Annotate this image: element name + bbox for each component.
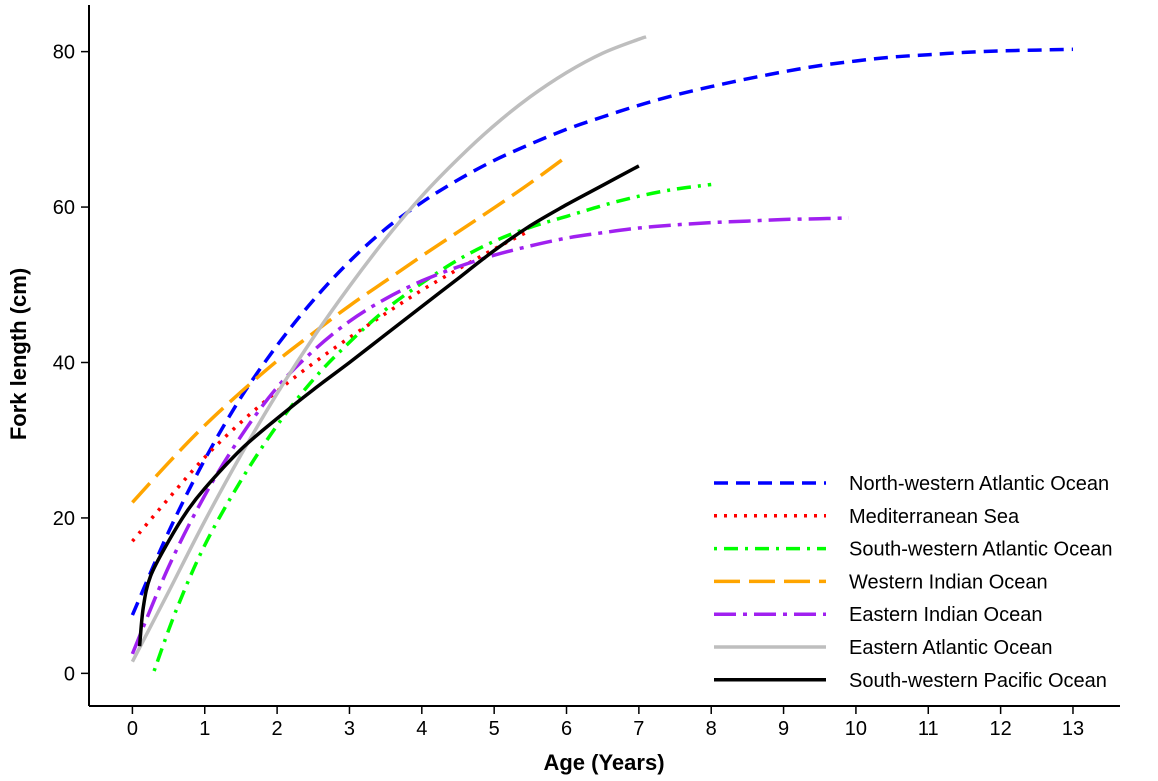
- x-tick-label: 2: [272, 718, 283, 740]
- series-line-1: [130, 47, 1074, 616]
- legend-item: Eastern Atlantic Ocean: [714, 637, 1052, 659]
- series-line-4: [131, 155, 568, 504]
- series-line-7: [137, 164, 640, 647]
- x-axis-title: Age (Years): [543, 750, 664, 775]
- x-tick-label: 0: [127, 718, 138, 740]
- y-tick-label: 80: [53, 42, 75, 64]
- legend-label: North-western Atlantic Ocean: [849, 473, 1109, 495]
- series-layer: [130, 35, 1074, 672]
- series-line-5: [130, 216, 849, 655]
- legend-label: Eastern Indian Ocean: [849, 604, 1042, 626]
- legend-label: Mediterranean Sea: [849, 506, 1020, 528]
- y-tick-label: 40: [53, 352, 75, 374]
- legend: North-western Atlantic Ocean Mediterranea…: [714, 473, 1112, 692]
- x-tick-label: 10: [845, 718, 867, 740]
- x-tick-label: 4: [416, 718, 427, 740]
- legend-item: Eastern Indian Ocean: [714, 604, 1042, 626]
- legend-item: North-western Atlantic Ocean: [714, 473, 1109, 495]
- x-tick-label: 11: [918, 718, 939, 740]
- series-line-3: [152, 182, 712, 672]
- legend-item: Mediterranean Sea: [714, 506, 1020, 528]
- y-tick-label: 20: [53, 508, 75, 530]
- x-tick-label: 6: [561, 718, 572, 740]
- legend-label: Eastern Atlantic Ocean: [849, 637, 1052, 659]
- series-line-2: [131, 228, 532, 543]
- x-tick-label: 3: [344, 718, 355, 740]
- x-tick-label: 9: [778, 718, 789, 740]
- x-tick-label: 7: [633, 718, 644, 740]
- y-tick-label: 0: [64, 663, 75, 685]
- x-tick-label: 8: [706, 718, 717, 740]
- legend-item: South-western Pacific Ocean: [714, 670, 1107, 692]
- y-axis-title: Fork length (cm): [6, 268, 31, 440]
- y-tick-label: 60: [53, 197, 75, 219]
- legend-item: Western Indian Ocean: [714, 571, 1048, 593]
- legend-label: Western Indian Ocean: [849, 571, 1048, 593]
- x-tick-label: 12: [989, 718, 1011, 740]
- legend-item: South-western Atlantic Ocean: [714, 539, 1112, 561]
- series-line-6: [130, 35, 647, 663]
- x-tick-label: 1: [199, 718, 210, 740]
- x-tick-label: 13: [1062, 718, 1084, 740]
- legend-label: South-western Atlantic Ocean: [849, 539, 1112, 561]
- x-tick-label: 5: [489, 718, 500, 740]
- legend-label: South-western Pacific Ocean: [849, 670, 1107, 692]
